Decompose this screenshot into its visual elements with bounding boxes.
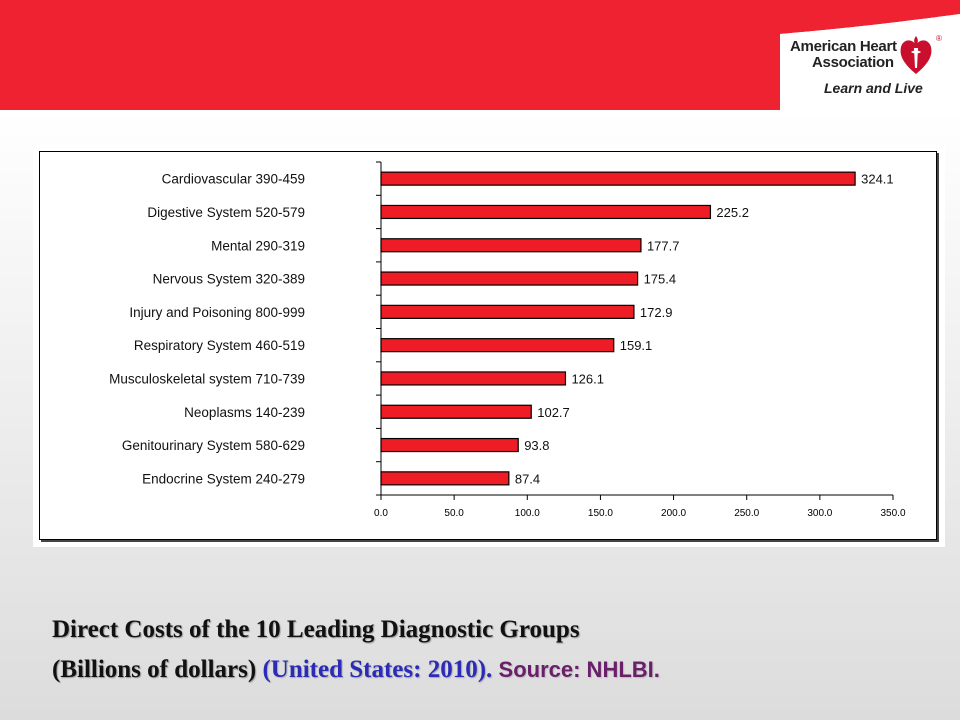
x-tick-label: 50.0 xyxy=(444,508,464,519)
category-label: Injury and Poisoning 800-999 xyxy=(129,305,305,320)
value-label: 126.1 xyxy=(571,371,604,386)
bar xyxy=(380,338,615,353)
category-label: Musculoskeletal system 710-739 xyxy=(109,371,305,386)
bar xyxy=(380,271,639,286)
caption-units: (Billions of dollars) xyxy=(52,656,257,683)
logo-tagline: Learn and Live xyxy=(824,80,923,96)
chart-bars xyxy=(380,171,856,486)
caption-region: (United States: 2010). xyxy=(262,656,493,683)
aha-logo: American Heart Association ® Learn and L… xyxy=(790,34,950,104)
x-tick-label: 150.0 xyxy=(588,508,613,519)
bar xyxy=(380,471,510,486)
value-label: 159.1 xyxy=(620,338,653,353)
caption-line2: (Billions of dollars) (United States: 20… xyxy=(52,650,932,690)
bar xyxy=(380,371,567,386)
bar xyxy=(380,437,519,453)
value-label: 175.4 xyxy=(644,272,677,287)
x-tick-label: 300.0 xyxy=(807,508,832,519)
x-tick-label: 350.0 xyxy=(880,508,905,519)
category-label: Mental 290-319 xyxy=(211,238,305,253)
x-tick-label: 100.0 xyxy=(515,508,540,519)
caption-source: Source: NHLBI. xyxy=(498,657,660,682)
value-label: 177.7 xyxy=(647,238,680,253)
value-label: 324.1 xyxy=(861,172,894,187)
x-tick-label: 0.0 xyxy=(374,508,388,519)
category-label: Cardiovascular 390-459 xyxy=(162,172,305,187)
category-label: Respiratory System 460-519 xyxy=(134,338,305,353)
caption-title: Direct Costs of the 10 Leading Diagnosti… xyxy=(52,616,580,643)
registered-mark: ® xyxy=(936,34,942,43)
bar xyxy=(380,238,642,253)
value-label: 93.8 xyxy=(524,438,549,453)
value-label: 87.4 xyxy=(515,471,540,486)
chart-labels: Cardiovascular 390-459 324.1 Digestive Sys… xyxy=(109,172,894,487)
x-tick-label: 250.0 xyxy=(734,508,759,519)
category-label: Genitourinary System 580-629 xyxy=(122,438,305,453)
value-label: 102.7 xyxy=(537,405,570,420)
value-label: 172.9 xyxy=(640,305,673,320)
bar xyxy=(380,204,712,220)
bar xyxy=(380,304,635,319)
category-label: Nervous System 320-389 xyxy=(153,272,305,287)
bar xyxy=(380,171,856,186)
category-label: Endocrine System 240-279 xyxy=(142,471,305,486)
logo-name-line1: American Heart xyxy=(790,38,897,55)
category-label: Digestive System 520-579 xyxy=(147,205,305,220)
value-label: 225.2 xyxy=(716,205,749,220)
heart-torch-icon xyxy=(900,36,932,74)
logo-name-line2: Association xyxy=(812,54,894,71)
chart-caption: Direct Costs of the 10 Leading Diagnosti… xyxy=(52,610,932,690)
bar xyxy=(380,404,532,419)
x-tick-label: 200.0 xyxy=(661,508,686,519)
caption-line1: Direct Costs of the 10 Leading Diagnosti… xyxy=(52,610,932,650)
category-label: Neoplasms 140-239 xyxy=(184,405,305,420)
